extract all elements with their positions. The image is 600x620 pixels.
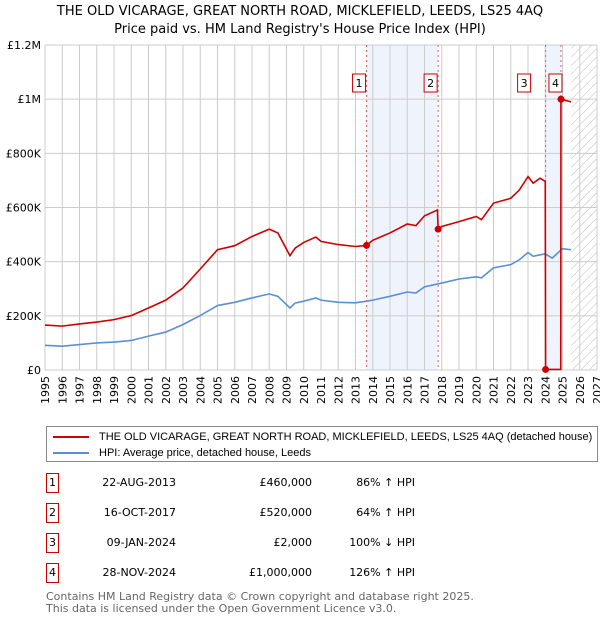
sale-number-label: 2 (427, 77, 434, 90)
sale-number: 2 (46, 503, 59, 523)
x-tick-label: 2027 (591, 376, 600, 404)
x-tick-label: 2021 (488, 376, 501, 404)
y-tick-label: £200K (6, 310, 42, 323)
sale-point (542, 365, 550, 373)
y-tick-label: £800K (6, 147, 42, 160)
sale-price: £1,000,000 (249, 566, 312, 579)
legend-label: HPI: Average price, detached house, Leed… (99, 447, 311, 459)
property-price-line (44, 98, 572, 371)
footer-copyright: Contains HM Land Registry data © Crown c… (46, 590, 474, 603)
sale-price: £460,000 (259, 476, 313, 489)
sale-price: £2,000 (273, 536, 313, 549)
x-tick-label: 2009 (281, 376, 294, 404)
x-tick-label: 2015 (384, 376, 397, 404)
sale-number-label: 1 (356, 77, 363, 90)
sale-number: 3 (46, 533, 59, 553)
x-tick-label: 2007 (246, 376, 259, 404)
sale-row: 1 22-AUG-2013 £460,000 86% ↑ HPI (46, 473, 546, 493)
x-tick-label: 2002 (160, 376, 173, 404)
x-tick-label: 2013 (350, 376, 363, 404)
sale-price: £520,000 (259, 506, 313, 519)
sale-number-label: 4 (552, 77, 559, 90)
sale-point (363, 241, 371, 249)
sale-date: 09-JAN-2024 (106, 536, 176, 549)
sale-hpi-diff: 126% ↑ HPI (349, 566, 415, 579)
x-tick-label: 2016 (401, 376, 414, 404)
y-tick-label: £1.2M (7, 39, 41, 52)
x-tick-label: 2012 (332, 376, 345, 404)
legend-swatch-blue (53, 452, 89, 454)
sale-hpi-diff: 86% ↑ HPI (356, 476, 415, 489)
legend-item-hpi: HPI: Average price, detached house, Leed… (53, 446, 311, 460)
sale-point (434, 225, 442, 233)
hpi-line (44, 247, 572, 347)
y-tick-label: £1M (18, 93, 42, 106)
legend-swatch-red (53, 436, 89, 438)
sale-point (557, 95, 565, 103)
x-tick-label: 2017 (419, 376, 432, 404)
chart-subtitle: Price paid vs. HM Land Registry's House … (114, 22, 486, 37)
x-tick-label: 2001 (143, 376, 156, 404)
x-tick-label: 1997 (74, 376, 87, 404)
sale-date: 22-AUG-2013 (102, 476, 176, 489)
sale-number-box (517, 73, 532, 93)
x-tick-label: 2023 (522, 376, 535, 404)
sale-number-label: 3 (521, 77, 528, 90)
x-tick-label: 2003 (177, 376, 190, 404)
x-tick-label: 2020 (470, 376, 483, 404)
sale-hpi-diff: 100% ↓ HPI (349, 536, 415, 549)
sale-number-box (352, 73, 367, 93)
sale-row: 3 09-JAN-2024 £2,000 100% ↓ HPI (46, 533, 546, 553)
x-tick-label: 2026 (574, 376, 587, 404)
x-tick-label: 2008 (263, 376, 276, 404)
y-tick-label: £600K (6, 202, 42, 215)
x-tick-label: 1996 (56, 376, 69, 404)
sale-number: 4 (46, 563, 59, 583)
y-tick-label: £0 (27, 364, 41, 377)
x-tick-label: 2022 (505, 376, 518, 404)
x-tick-label: 2014 (367, 376, 380, 404)
footer-licence: This data is licensed under the Open Gov… (46, 602, 397, 615)
x-tick-label: 2011 (315, 376, 328, 404)
x-tick-label: 2006 (229, 376, 242, 404)
x-tick-label: 1995 (39, 376, 52, 404)
sale-date: 28-NOV-2024 (102, 566, 176, 579)
sale-row: 2 16-OCT-2017 £520,000 64% ↑ HPI (46, 503, 546, 523)
x-tick-label: 2010 (298, 376, 311, 404)
x-tick-label: 2018 (436, 376, 449, 404)
sale-hpi-diff: 64% ↑ HPI (356, 506, 415, 519)
x-tick-label: 1998 (91, 376, 104, 404)
legend: THE OLD VICARAGE, GREAT NORTH ROAD, MICK… (46, 426, 598, 462)
legend-label: THE OLD VICARAGE, GREAT NORTH ROAD, MICK… (99, 431, 593, 443)
sale-date: 16-OCT-2017 (103, 506, 176, 519)
x-tick-label: 1999 (108, 376, 121, 404)
x-tick-label: 2025 (557, 376, 570, 404)
price-chart: 1995 1996 1997 1998 1999 2000 2001 2002 2003 2004… (6, 39, 600, 404)
x-tick-label: 2019 (453, 376, 466, 404)
sale-number: 1 (46, 473, 59, 493)
sale-number-box (548, 73, 563, 93)
sale-number-box (423, 73, 438, 93)
x-tick-label: 2000 (125, 376, 138, 404)
chart-title: THE OLD VICARAGE, GREAT NORTH ROAD, MICK… (56, 4, 544, 19)
x-tick-label: 2024 (539, 376, 552, 404)
y-tick-label: £400K (6, 256, 42, 269)
x-tick-label: 2004 (194, 376, 207, 404)
legend-item-property: THE OLD VICARAGE, GREAT NORTH ROAD, MICK… (53, 430, 592, 444)
sale-row: 4 28-NOV-2024 £1,000,000 126% ↑ HPI (46, 563, 546, 583)
x-tick-label: 2005 (212, 376, 225, 404)
